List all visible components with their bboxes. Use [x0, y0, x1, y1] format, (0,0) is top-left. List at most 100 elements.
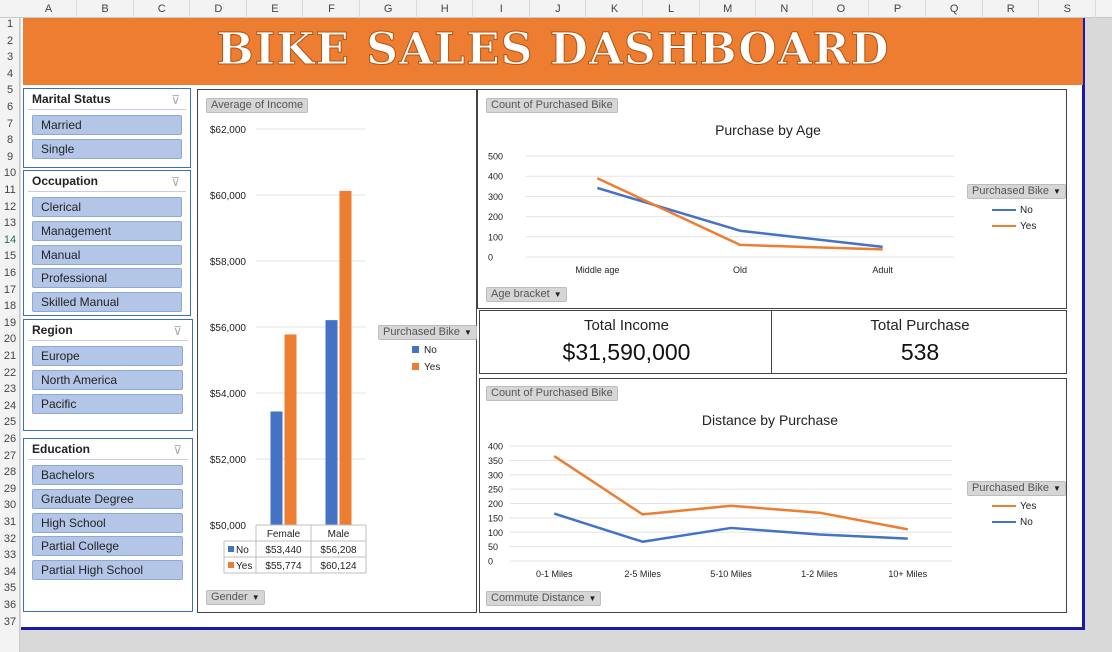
column-header[interactable]: G: [361, 0, 417, 18]
column-header[interactable]: O: [813, 0, 870, 18]
slicer-item[interactable]: Pacific: [32, 393, 183, 414]
row-header[interactable]: 4: [6, 67, 14, 80]
row-header[interactable]: 24: [3, 399, 17, 412]
value-field-button[interactable]: Average of Income: [206, 98, 309, 113]
row-header[interactable]: 22: [3, 366, 17, 379]
row-header[interactable]: 29: [3, 482, 17, 495]
row-header[interactable]: 10: [3, 167, 17, 180]
slicer-item[interactable]: Partial High School: [32, 560, 183, 581]
row-header[interactable]: 11: [4, 184, 16, 196]
row-header[interactable]: 18: [3, 300, 17, 313]
row-header[interactable]: 28: [3, 466, 17, 479]
row-header[interactable]: 32: [3, 532, 17, 545]
column-header[interactable]: I: [474, 0, 530, 18]
value-field-button[interactable]: Count of Purchased Bike: [486, 386, 618, 401]
bar-no-male[interactable]: [325, 320, 338, 525]
slicer-item[interactable]: Single: [32, 138, 182, 159]
column-header[interactable]: E: [247, 0, 304, 18]
row-header[interactable]: 33: [3, 549, 17, 562]
series-line-yes[interactable]: [553, 455, 909, 531]
row-header[interactable]: 23: [3, 383, 17, 396]
row-header[interactable]: 2: [6, 34, 14, 47]
distance-chart-panel[interactable]: Count of Purchased Bike Distance by Purc…: [479, 378, 1067, 613]
legend-field-button[interactable]: Purchased Bike ▼: [967, 481, 1066, 496]
slicer-item[interactable]: Clerical: [32, 197, 182, 217]
slicer-item[interactable]: Bachelors: [32, 465, 183, 485]
series-line-no[interactable]: [553, 512, 908, 543]
slicer-item[interactable]: Skilled Manual: [32, 292, 182, 313]
column-header[interactable]: D: [191, 0, 247, 18]
legend-field-button[interactable]: Purchased Bike ▼: [378, 325, 477, 340]
column-header[interactable]: M: [700, 0, 757, 18]
column-header[interactable]: P: [870, 0, 926, 18]
slicer-item[interactable]: Professional: [32, 268, 182, 289]
income-chart-panel[interactable]: Average of Income $50,000 $52,000 $54,000 $…: [197, 89, 477, 613]
row-header[interactable]: 8: [6, 134, 14, 147]
row-header[interactable]: 30: [3, 499, 17, 512]
row-header[interactable]: 25: [3, 416, 17, 429]
row-header[interactable]: 16: [3, 267, 17, 279]
column-header[interactable]: K: [587, 0, 643, 18]
y-tick-label: 200: [488, 499, 503, 509]
clear-filter-icon[interactable]: ⊽: [171, 175, 180, 189]
value-field-button[interactable]: Count of Purchased Bike: [486, 98, 618, 113]
bar-yes-male[interactable]: [339, 190, 352, 525]
clear-filter-icon[interactable]: ⊽: [173, 443, 182, 457]
row-header[interactable]: 26: [3, 433, 17, 445]
row-header[interactable]: 3: [6, 51, 14, 64]
row-header[interactable]: 7: [6, 117, 14, 130]
series-line-yes[interactable]: [596, 177, 883, 251]
column-header[interactable]: J: [530, 0, 587, 18]
axis-field-button[interactable]: Commute Distance ▼: [486, 591, 602, 606]
slicer-marital-status[interactable]: Marital Status ⊽ Married Single: [23, 88, 191, 168]
clear-filter-icon[interactable]: ⊽: [171, 93, 180, 107]
column-header[interactable]: H: [417, 0, 474, 18]
row-header[interactable]: 5: [6, 84, 14, 97]
bar-no-female[interactable]: [270, 411, 283, 525]
column-header[interactable]: N: [757, 0, 813, 18]
bar-yes-female[interactable]: [284, 334, 297, 525]
column-header[interactable]: L: [644, 0, 700, 18]
age-chart-panel[interactable]: Count of Purchased Bike Purchase by Age …: [477, 89, 1067, 309]
slicer-item[interactable]: Manual: [32, 244, 182, 265]
row-header[interactable]: 20: [3, 333, 17, 346]
slicer-item[interactable]: North America: [32, 369, 183, 390]
slicer-region[interactable]: Region ⊽ Europe North America Pacific: [23, 319, 193, 431]
row-header[interactable]: 36: [3, 599, 17, 611]
row-header[interactable]: 34: [3, 565, 17, 578]
column-header[interactable]: R: [983, 0, 1040, 18]
row-header[interactable]: 15: [3, 250, 17, 263]
row-header[interactable]: 35: [3, 582, 17, 595]
column-header[interactable]: C: [134, 0, 191, 18]
row-header[interactable]: 9: [6, 150, 14, 163]
column-header[interactable]: A: [21, 0, 77, 18]
clear-filter-icon[interactable]: ⊽: [173, 324, 182, 338]
axis-field-button[interactable]: Age bracket ▼: [486, 287, 567, 302]
slicer-item[interactable]: Married: [32, 115, 182, 135]
slicer-item[interactable]: Management: [32, 220, 182, 241]
series-line-no[interactable]: [596, 186, 883, 249]
row-header[interactable]: 27: [3, 449, 17, 462]
slicer-item[interactable]: Europe: [32, 346, 183, 366]
row-header[interactable]: 21: [3, 350, 17, 362]
column-header[interactable]: F: [304, 0, 360, 18]
row-header[interactable]: 17: [3, 283, 17, 296]
row-header[interactable]: 1: [6, 18, 14, 30]
row-header[interactable]: 19: [3, 316, 17, 329]
column-header[interactable]: B: [78, 0, 134, 18]
legend-field-button[interactable]: Purchased Bike ▼: [967, 184, 1066, 199]
row-header[interactable]: 13: [3, 217, 17, 230]
slicer-occupation[interactable]: Occupation ⊽ Clerical Management Manual Pro…: [23, 170, 191, 316]
row-header[interactable]: 37: [3, 615, 17, 628]
column-header[interactable]: Q: [927, 0, 983, 18]
slicer-item[interactable]: High School: [32, 512, 183, 533]
column-header[interactable]: S: [1040, 0, 1096, 18]
row-header[interactable]: 12: [3, 200, 17, 213]
slicer-item[interactable]: Partial College: [32, 536, 183, 557]
slicer-item[interactable]: Graduate Degree: [32, 488, 183, 509]
slicer-education[interactable]: Education ⊽ Bachelors Graduate Degree High…: [23, 438, 193, 612]
row-header[interactable]: 14: [3, 233, 17, 246]
row-header[interactable]: 31: [3, 516, 17, 528]
row-header[interactable]: 6: [6, 101, 14, 113]
axis-field-button[interactable]: Gender ▼: [206, 590, 265, 605]
